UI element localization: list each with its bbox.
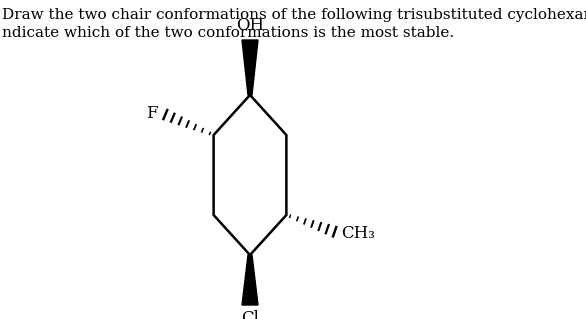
Polygon shape [242,255,258,305]
Polygon shape [242,40,258,95]
Text: Cl: Cl [241,310,259,319]
Text: F: F [146,105,158,122]
Text: OH: OH [236,17,264,34]
Text: Draw the two chair conformations of the following trisubstituted cyclohexane.: Draw the two chair conformations of the … [2,8,586,22]
Text: CH₃: CH₃ [342,225,375,241]
Text: ndicate which of the two conformations is the most stable.: ndicate which of the two conformations i… [2,26,454,40]
